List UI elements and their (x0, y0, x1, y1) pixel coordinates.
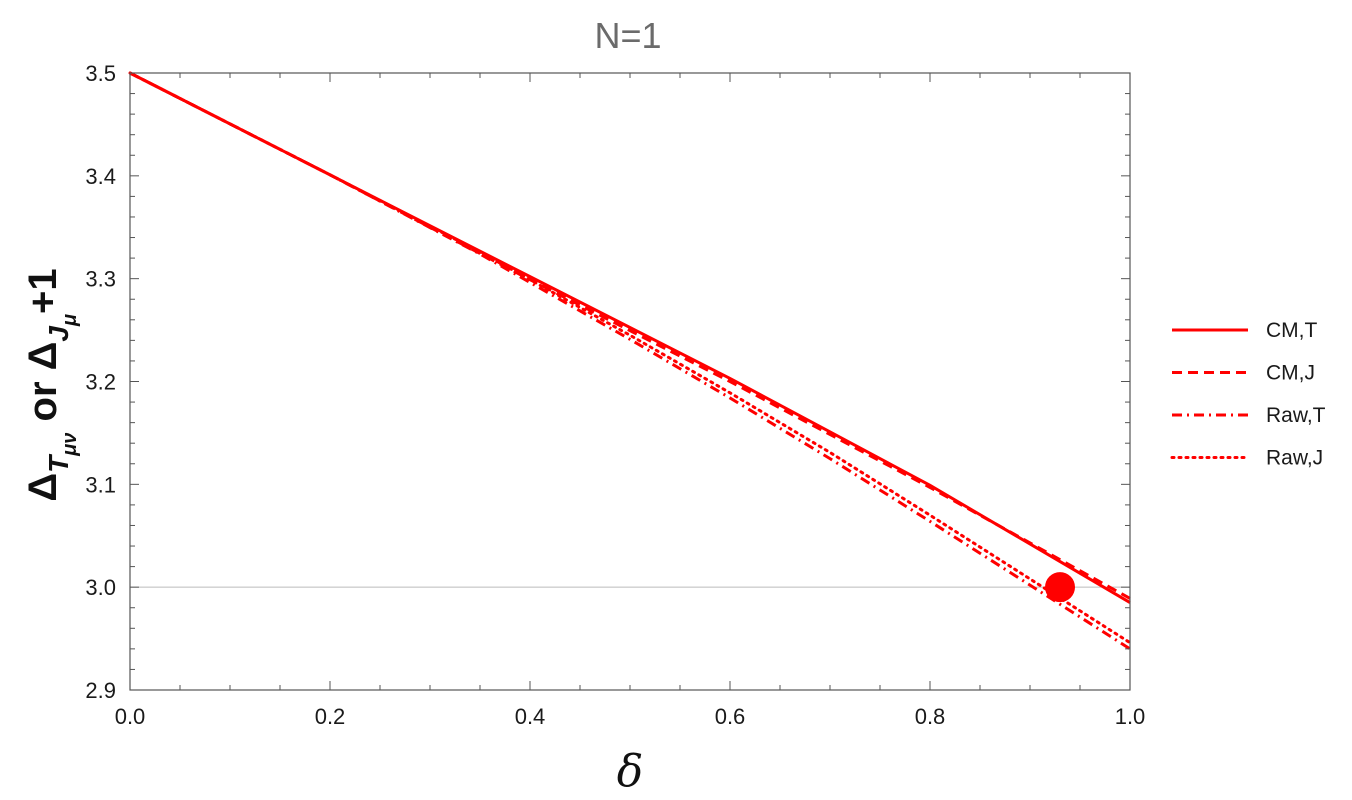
series-line-4 (128, 71, 1132, 645)
x-tick-label: 0.0 (115, 704, 146, 729)
y-tick-label: 3.5 (85, 61, 116, 86)
legend-label-1: CM,T (1266, 319, 1317, 342)
ticks-layer (129, 72, 1131, 691)
y-tick-label: 3.1 (85, 472, 116, 497)
y-tick-label: 3.4 (85, 164, 116, 189)
plot-frame (129, 72, 1131, 691)
x-axis-label: δ (617, 746, 644, 797)
data-marker (1045, 572, 1075, 603)
x-tick-label: 0.2 (315, 704, 346, 729)
x-tick-label: 1.0 (1115, 704, 1146, 729)
y-tick-labels: 2.9 3.0 3.1 3.2 3.3 3.4 3.5 (85, 61, 116, 703)
y-label-sub-2-index: μ (59, 314, 81, 327)
series-layer (128, 71, 1132, 651)
legend: CM,T CM,J Raw,T Raw,J (1170, 319, 1326, 470)
series-line-2 (129, 71, 1131, 600)
legend-label-4: Raw,J (1266, 447, 1323, 470)
y-label-middle: or (21, 370, 65, 432)
chart-title: N=1 (594, 15, 661, 56)
y-label-suffix: +1 (21, 268, 65, 314)
x-tick-labels: 0.0 0.2 0.4 0.6 0.8 1.0 (115, 704, 1146, 729)
y-tick-label: 3.3 (85, 267, 116, 292)
y-label-sub-1-index: μν (59, 433, 81, 457)
series-line-3 (129, 71, 1131, 651)
y-tick-label: 3.0 (85, 575, 116, 600)
x-tick-label: 0.8 (915, 704, 946, 729)
y-axis-label: ΔTμν or ΔJμ+1 (21, 268, 81, 501)
legend-label-3: Raw,T (1266, 404, 1326, 427)
y-label-delta-1: Δ (21, 473, 65, 502)
x-tick-label: 0.6 (715, 704, 746, 729)
y-tick-label: 2.9 (85, 678, 116, 703)
y-label-delta-2: Δ (21, 342, 65, 371)
plot-area (128, 71, 1132, 691)
svg-text:ΔTμν or ΔJμ+1: ΔTμν or ΔJμ+1 (21, 268, 81, 501)
series-line-1 (129, 71, 1131, 604)
y-label-sub-2: J (43, 325, 74, 342)
y-tick-label: 3.2 (85, 370, 116, 395)
x-tick-label: 0.4 (515, 704, 546, 729)
legend-label-2: CM,J (1266, 362, 1315, 385)
y-label-sub-1: T (43, 453, 74, 473)
